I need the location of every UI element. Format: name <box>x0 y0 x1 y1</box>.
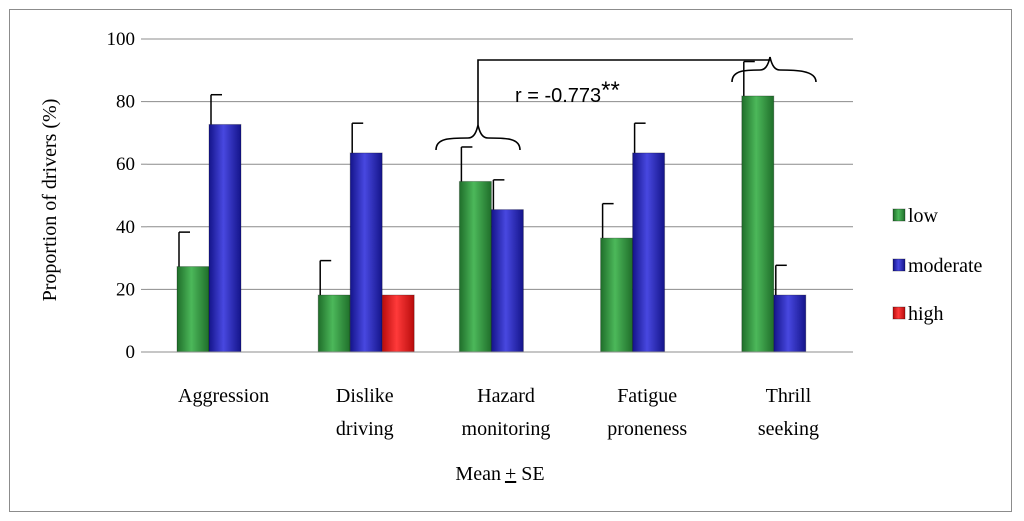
legend-swatch-high <box>892 306 906 320</box>
y-axis-title: Proportion of drivers (%) <box>39 99 61 302</box>
correlation-value: r = -0.773 <box>515 85 601 107</box>
x-tick-label-4-1: seeking <box>758 418 819 440</box>
legend-label-moderate: moderate <box>908 255 983 277</box>
hazard-bracket <box>435 124 521 151</box>
legend: low moderate high <box>892 205 983 325</box>
y-tick-label-80: 80 <box>116 92 135 113</box>
bar-moderate-4 <box>773 294 807 353</box>
bars <box>176 95 807 353</box>
x-axis-title: Mean + SE <box>455 463 544 485</box>
bar-moderate-3 <box>632 152 666 353</box>
x-tick-label-3-1: proneness <box>607 418 687 440</box>
legend-swatch-moderate <box>892 258 906 272</box>
connector-line <box>477 57 771 125</box>
bar-low-4 <box>741 95 775 353</box>
correlation-text: r = -0.773** <box>515 77 620 107</box>
bar-low-3 <box>600 237 634 353</box>
bar-moderate-2 <box>490 209 524 353</box>
bar-moderate-1 <box>349 152 383 353</box>
x-axis-title-mean: Mean <box>455 463 501 485</box>
x-tick-label-4-0: Thrill <box>766 385 812 407</box>
bar-moderate-0 <box>208 123 242 353</box>
bar-chart: 0 20 40 60 80 100 Aggression Dislike driving Haz… <box>39 29 983 485</box>
y-tick-label-40: 40 <box>116 217 135 238</box>
legend-label-low: low <box>908 205 939 227</box>
x-axis-title-plusminus: + <box>505 463 516 485</box>
y-tick-label-0: 0 <box>126 342 136 363</box>
bar-low-2 <box>458 180 492 353</box>
x-tick-label-2-1: monitoring <box>462 418 551 440</box>
x-tick-label-3-0: Fatigue <box>617 385 677 407</box>
y-tick-label-20: 20 <box>116 279 135 300</box>
x-tick-label-2-0: Hazard <box>477 385 535 407</box>
bar-low-0 <box>176 266 210 353</box>
bar-high-1 <box>381 294 415 353</box>
legend-swatch-low <box>892 208 906 222</box>
error-bars <box>178 60 787 296</box>
chart-frame: 0 20 40 60 80 100 Aggression Dislike driving Haz… <box>9 9 1012 512</box>
significance-stars: ** <box>601 77 620 104</box>
x-tick-label-1-0: Dislike <box>336 385 394 407</box>
y-tick-labels: 0 20 40 60 80 100 <box>107 29 136 363</box>
x-tick-label-0-0: Aggression <box>178 385 269 407</box>
correlation-annotation: r = -0.773** <box>435 56 817 151</box>
x-tick-labels: Aggression Dislike driving Hazard monitoring… <box>178 385 819 440</box>
y-tick-label-100: 100 <box>107 29 136 50</box>
bar-low-1 <box>317 294 351 353</box>
x-axis-title-se: SE <box>516 463 544 485</box>
gridlines <box>141 38 853 353</box>
legend-label-high: high <box>908 303 944 325</box>
x-tick-label-1-1: driving <box>336 418 394 440</box>
y-tick-label-60: 60 <box>116 154 135 175</box>
